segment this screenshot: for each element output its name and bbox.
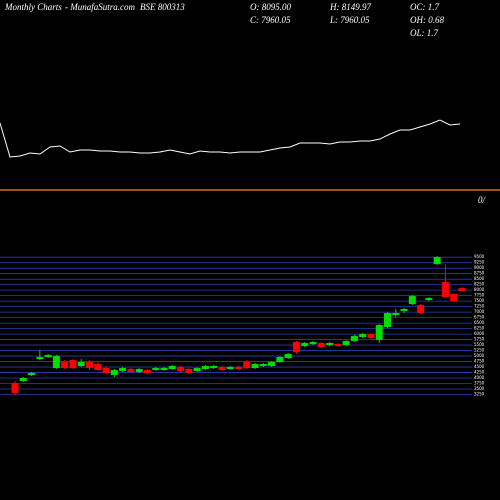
y-tick-label: 9000 [474, 265, 485, 270]
candle-body [143, 370, 151, 373]
candle-body [94, 364, 102, 371]
candle-body [259, 364, 267, 367]
y-tick-label: 8500 [474, 276, 485, 281]
y-tick-label: 3750 [474, 381, 485, 386]
candle-body [458, 288, 466, 292]
candle-body [375, 325, 383, 341]
candle-body [119, 368, 127, 371]
close-label: C: 7960.05 [250, 15, 291, 25]
candle-body [226, 367, 234, 370]
low-label: L: 7960.05 [329, 15, 370, 25]
ol-label: OL: 1.7 [410, 28, 439, 38]
y-tick-label: 6250 [474, 326, 485, 331]
candle-body [425, 298, 433, 301]
y-tick-label: 3500 [474, 386, 485, 391]
candle-body [384, 313, 391, 328]
candle-body [19, 378, 27, 381]
candle-body [69, 360, 77, 369]
y-tick-label: 4000 [474, 375, 485, 380]
y-tick-label: 6750 [474, 315, 485, 320]
candle-body [350, 336, 358, 342]
candle-body [28, 372, 36, 375]
y-tick-label: 5750 [474, 337, 485, 342]
candle-body [408, 296, 416, 305]
candle-body [210, 366, 218, 369]
candle-body [317, 343, 325, 348]
candle-body [77, 362, 85, 367]
oc-label: OC: 1.7 [410, 2, 439, 12]
y-tick-label: 8000 [474, 287, 485, 292]
candle-body [152, 368, 160, 371]
candle-body [284, 354, 292, 359]
site: - MunafaSutra.com [65, 2, 135, 12]
y-tick-label: 8250 [474, 282, 485, 287]
candle-body [276, 357, 284, 363]
brand: Monthly Charts [4, 2, 62, 12]
candle-body [433, 257, 441, 265]
candle-body [301, 343, 309, 347]
candle-body [251, 364, 259, 369]
candle-body [243, 362, 251, 369]
marker: 0/ [478, 195, 487, 205]
candle-body [441, 282, 449, 298]
candle-body [417, 305, 425, 314]
y-tick-label: 5500 [474, 342, 485, 347]
candle-body [309, 342, 317, 345]
candle-body [400, 309, 408, 312]
candle-body [36, 357, 44, 360]
candle-body [61, 362, 69, 369]
candle-body [235, 367, 242, 370]
candle-body [168, 366, 176, 370]
candle-body [185, 369, 193, 373]
candle-body [201, 366, 209, 370]
candle-body [392, 313, 400, 316]
open-label: O: 8095.00 [250, 2, 291, 12]
candle-body [218, 367, 226, 371]
y-tick-label: 7500 [474, 298, 485, 303]
candle-body [359, 334, 367, 338]
candle-body [11, 382, 19, 393]
candle-body [450, 294, 458, 302]
candle-body [52, 356, 60, 369]
y-tick-label: 8750 [474, 271, 485, 276]
price-line [0, 119, 461, 158]
candle-body [177, 367, 185, 371]
y-tick-label: 6500 [474, 320, 485, 325]
high-label: H: 8149.97 [329, 2, 371, 12]
candle-body [292, 342, 300, 353]
candle-body [334, 344, 342, 347]
y-tick-label: 7000 [474, 309, 485, 314]
y-tick-label: 7250 [474, 304, 485, 309]
candle-body [326, 343, 334, 346]
y-tick-label: 5250 [474, 348, 485, 353]
y-tick-label: 5000 [474, 353, 485, 358]
candle-body [160, 368, 168, 371]
y-tick-label: 4500 [474, 364, 485, 369]
y-tick-label: 4250 [474, 370, 485, 375]
y-tick-label: 4750 [474, 359, 485, 364]
candle-body [102, 368, 110, 373]
candle-body [110, 370, 118, 375]
y-tick-label: 9500 [474, 254, 485, 259]
candle-body [193, 368, 201, 371]
y-tick-label: 6000 [474, 331, 485, 336]
candle-body [127, 369, 135, 373]
symbol: BSE 800313 [140, 2, 185, 12]
candle-body [367, 334, 375, 339]
y-tick-label: 7750 [474, 293, 485, 298]
candle-body [342, 341, 350, 346]
candle-body [135, 369, 143, 373]
candle-body [86, 362, 93, 369]
oh-label: OH: 0.68 [410, 15, 444, 25]
candle-body [44, 355, 52, 358]
candle-body [268, 362, 276, 367]
y-tick-label: 3250 [474, 392, 485, 397]
y-tick-label: 9250 [474, 260, 485, 265]
